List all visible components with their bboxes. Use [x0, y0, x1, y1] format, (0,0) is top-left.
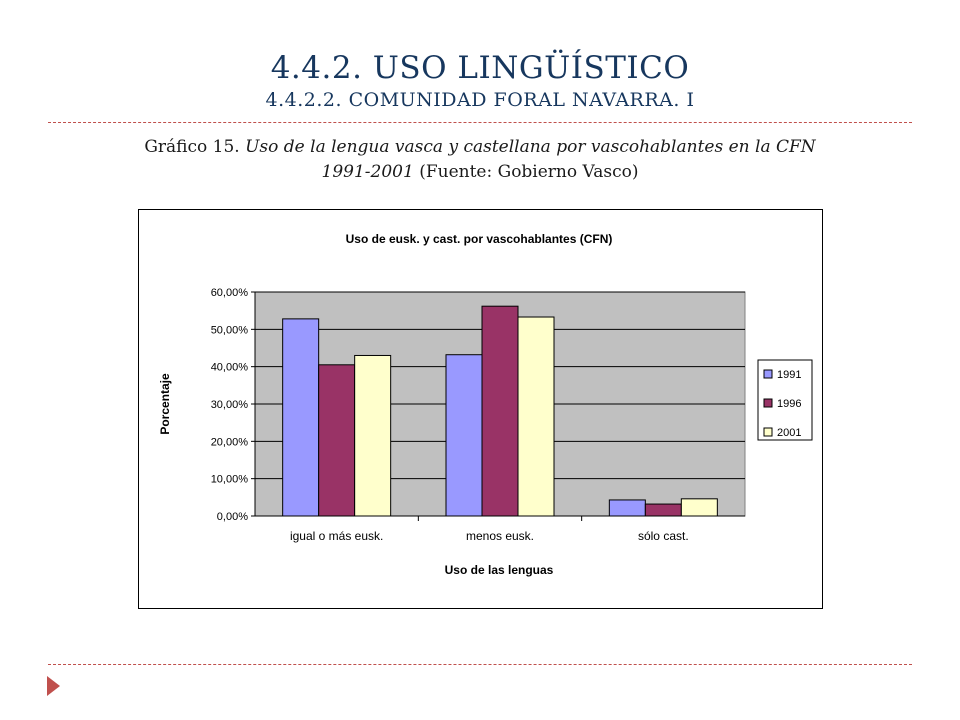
chart-caption: Gráfico 15. Uso de la lengua vasca y cas… [40, 135, 920, 185]
y-axis-label: Porcentaje [158, 373, 172, 435]
legend-swatch-1996 [763, 398, 773, 408]
y-tick-label: 0,00% [217, 511, 248, 523]
y-tick-label: 60,00% [211, 287, 249, 299]
bar-2001 [354, 354, 392, 517]
bar-1996 [481, 305, 519, 517]
bar-1991 [445, 354, 483, 517]
slide-subtitle: 4.4.2.2. COMUNIDAD FORAL NAVARRA. I [265, 89, 695, 111]
x-tick-label: igual o más eusk. [290, 529, 383, 543]
bar-1996 [644, 503, 682, 517]
legend-label-2001: 2001 [777, 427, 801, 439]
chart-frame: Uso de eusk. y cast. por vascohablantes … [138, 209, 823, 609]
play-arrow-icon[interactable] [47, 676, 60, 696]
bar-chart: Uso de eusk. y cast. por vascohablantes … [158, 232, 813, 577]
caption-italic-line2: 1991-2001 [321, 162, 414, 182]
caption-source: (Fuente: Gobierno Vasco) [413, 162, 639, 182]
chart-title: Uso de eusk. y cast. por vascohablantes … [346, 232, 613, 246]
legend-swatch-1991 [763, 369, 773, 379]
y-tick-label: 30,00% [211, 399, 249, 411]
x-tick-label: sólo cast. [638, 529, 689, 543]
y-tick-label: 50,00% [211, 324, 249, 336]
legend-label-1996: 1996 [777, 398, 801, 410]
bar-2001 [680, 498, 718, 517]
legend-swatch-2001 [763, 427, 773, 437]
x-axis-label: Uso de las lenguas [445, 563, 554, 577]
legend-label-1991: 1991 [777, 369, 801, 381]
y-tick-label: 40,00% [211, 362, 249, 374]
bar-1996 [318, 364, 356, 517]
top-divider [48, 122, 912, 123]
y-tick-label: 20,00% [211, 436, 249, 448]
bar-2001 [517, 316, 555, 517]
bar-1991 [608, 499, 646, 517]
x-tick-label: menos eusk. [466, 529, 534, 543]
bar-1991 [282, 318, 320, 517]
slide-title: 4.4.2. USO LINGÜÍSTICO [270, 50, 690, 86]
caption-prefix: Gráfico 15. [144, 137, 246, 157]
y-tick-label: 10,00% [211, 474, 249, 486]
bottom-divider [48, 664, 912, 665]
caption-italic-line1: Uso de la lengua vasca y castellana por … [245, 137, 816, 157]
